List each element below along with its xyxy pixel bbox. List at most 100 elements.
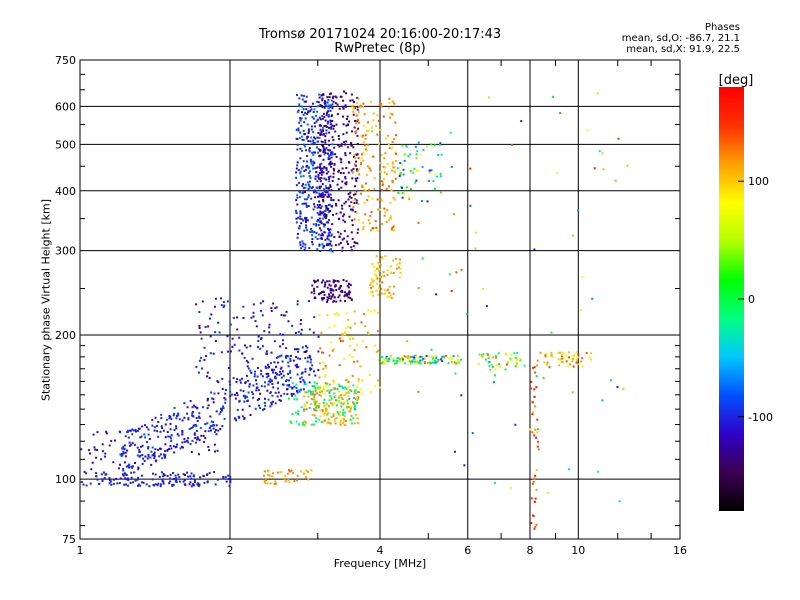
echo-point [312,167,315,170]
echo-point [353,101,355,103]
echo-point [229,479,232,482]
echo-point [356,120,359,123]
echo-point [353,348,356,351]
echo-point [357,127,360,130]
echo-point [301,346,304,349]
echo-point [308,110,311,113]
echo-point [256,386,259,389]
echo-point [320,234,323,237]
echo-point [301,423,304,426]
echo-point [487,355,490,358]
echo-point [294,411,297,414]
echo-point [350,246,353,249]
echo-point [150,463,153,466]
echo-point [282,333,284,336]
echo-point [342,133,345,136]
echo-point [355,201,358,204]
echo-point [161,457,164,460]
echo-point [229,395,232,398]
echo-point [322,368,325,370]
echo-point [322,112,325,115]
echo-point [194,481,196,483]
echo-point [425,355,428,357]
echo-point [332,280,335,283]
echo-point [305,137,308,140]
echo-point [269,405,272,408]
echo-point [155,459,158,462]
echo-point [330,288,333,291]
echo-point [178,476,181,479]
echo-point [323,215,326,218]
phase-heading: Phases [704,22,740,33]
echo-point [212,352,215,355]
echo-point [405,356,408,359]
echo-point [377,208,379,211]
echo-point [236,316,239,319]
echo-point [217,392,220,395]
echo-point [381,356,384,359]
echo-point [376,262,379,265]
echo-point [323,231,326,234]
echo-point [195,425,198,427]
echo-point [394,359,397,362]
echo-point [382,165,385,168]
echo-point [320,104,323,107]
echo-point [312,111,315,113]
echo-point [209,335,212,338]
echo-point [323,153,326,156]
echo-point [357,97,360,100]
echo-point [141,444,144,447]
echo-point [376,198,379,201]
echo-point [401,144,404,147]
echo-point [542,376,545,379]
echo-point [313,108,316,111]
echo-point [329,289,332,292]
echo-point [327,234,330,237]
echo-point [266,389,269,392]
echo-point [477,362,480,365]
echo-point [384,211,387,214]
echo-point [320,237,323,240]
echo-point [309,392,312,395]
echo-point [324,205,327,208]
echo-point [137,466,140,469]
echo-point [357,378,360,381]
echo-point [332,139,335,141]
echo-point [322,420,325,423]
echo-point [558,364,561,367]
echo-point [573,354,575,357]
echo-point [533,500,536,503]
echo-point [327,139,330,142]
echo-point [159,430,162,433]
echo-point [347,391,350,394]
echo-point [337,383,340,386]
echo-point [251,391,254,394]
echo-point [276,471,279,474]
echo-point [375,274,378,277]
echo-point [568,363,571,366]
echo-point [421,359,424,362]
echo-point [341,215,344,218]
echo-point [571,391,574,394]
echo-point [290,392,293,395]
echo-point [395,362,398,365]
echo-point [371,227,374,229]
echo-point [376,267,379,270]
echo-point [358,105,361,108]
echo-point [104,473,107,476]
echo-point [328,283,331,286]
echo-point [510,143,513,146]
echo-point [96,478,99,481]
echo-point [306,113,308,115]
echo-point [263,480,266,483]
echo-point [319,132,322,135]
echo-point [356,118,359,121]
echo-point [287,379,290,382]
echo-point [334,285,337,287]
echo-point [494,374,496,377]
echo-point [342,340,345,342]
echo-point [339,211,342,214]
echo-point [602,168,605,171]
echo-point [98,482,101,485]
echo-point [354,413,357,416]
